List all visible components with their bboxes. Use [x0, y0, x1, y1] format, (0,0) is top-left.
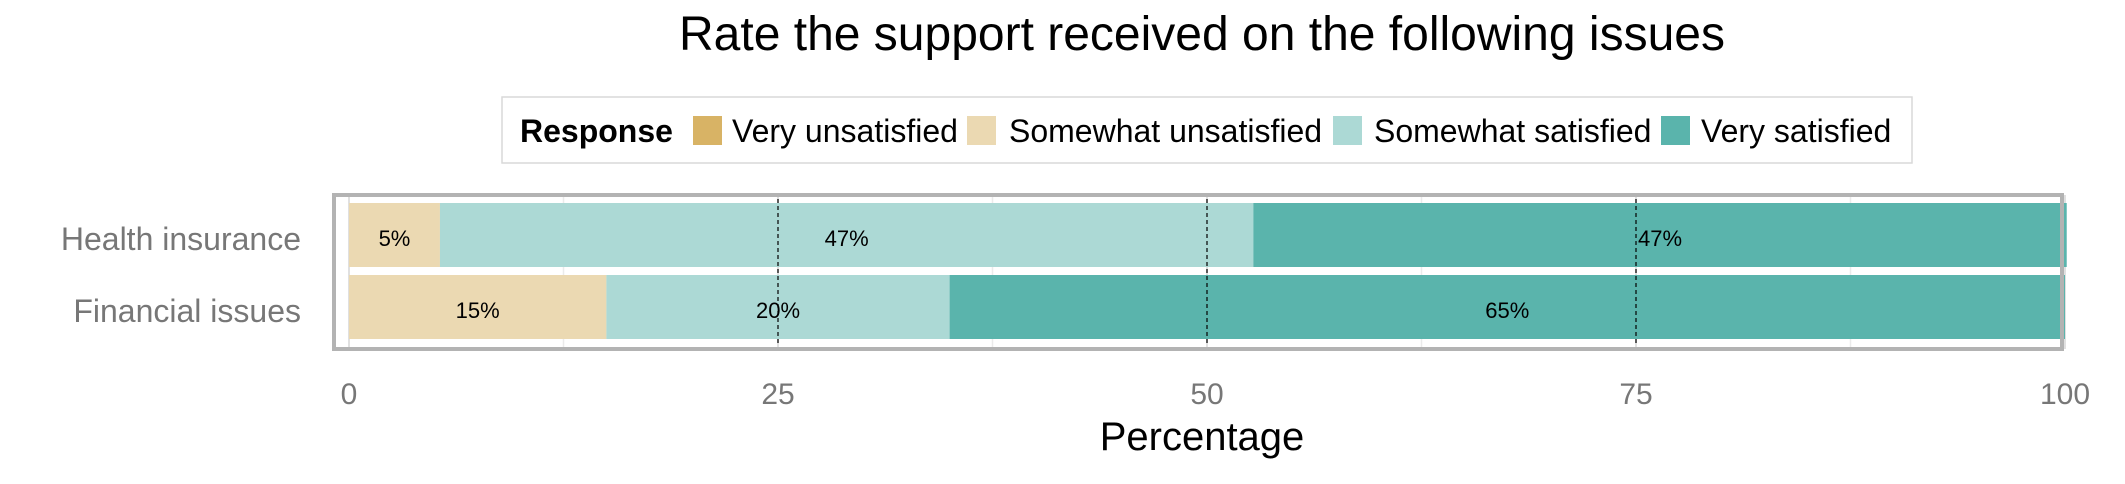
legend-swatch: [967, 116, 996, 145]
bar-segment: [349, 203, 440, 267]
legend-label: Very unsatisfied: [732, 113, 958, 149]
x-axis: 0 25 50 75 100: [341, 378, 2090, 411]
y-tick-label: Financial issues: [73, 293, 301, 329]
y-axis: Health insurance Financial issues: [61, 221, 301, 329]
x-tick-label: 75: [1619, 378, 1652, 411]
bar-value-label: 20%: [756, 298, 800, 323]
legend-title: Response: [520, 113, 673, 149]
legend-label: Somewhat unsatisfied: [1009, 113, 1322, 149]
legend-label: Very satisfied: [1701, 113, 1891, 149]
bar-segment: [439, 203, 1254, 267]
bar-value-label: 65%: [1485, 298, 1529, 323]
bar-value-label: 47%: [1638, 226, 1682, 251]
legend-swatch: [1333, 116, 1362, 145]
bar-value-label: 47%: [825, 226, 869, 251]
x-tick-label: 50: [1190, 378, 1223, 411]
x-axis-title: Percentage: [1100, 415, 1305, 459]
panel-border: [332, 193, 2064, 351]
bar-segment: [949, 275, 2065, 339]
bar-segment: [349, 275, 607, 339]
legend-swatch: [693, 116, 722, 145]
x-tick-label: 0: [341, 378, 358, 411]
y-tick-label: Health insurance: [61, 221, 301, 257]
chart-title: Rate the support received on the followi…: [679, 8, 1725, 61]
x-tick-label: 100: [2040, 378, 2090, 411]
legend-swatch: [1661, 116, 1690, 145]
x-tick-label: 25: [761, 378, 794, 411]
legend-label: Somewhat satisfied: [1374, 113, 1651, 149]
legend: Response Very unsatisfied Somewhat unsati…: [501, 96, 1913, 164]
bar-segment: [1253, 203, 2067, 267]
bar-value-label: 15%: [456, 298, 500, 323]
plot-area: 5% 47% 47% 15% 20% 65%: [332, 193, 2067, 351]
bar-value-label: 5%: [379, 226, 411, 251]
